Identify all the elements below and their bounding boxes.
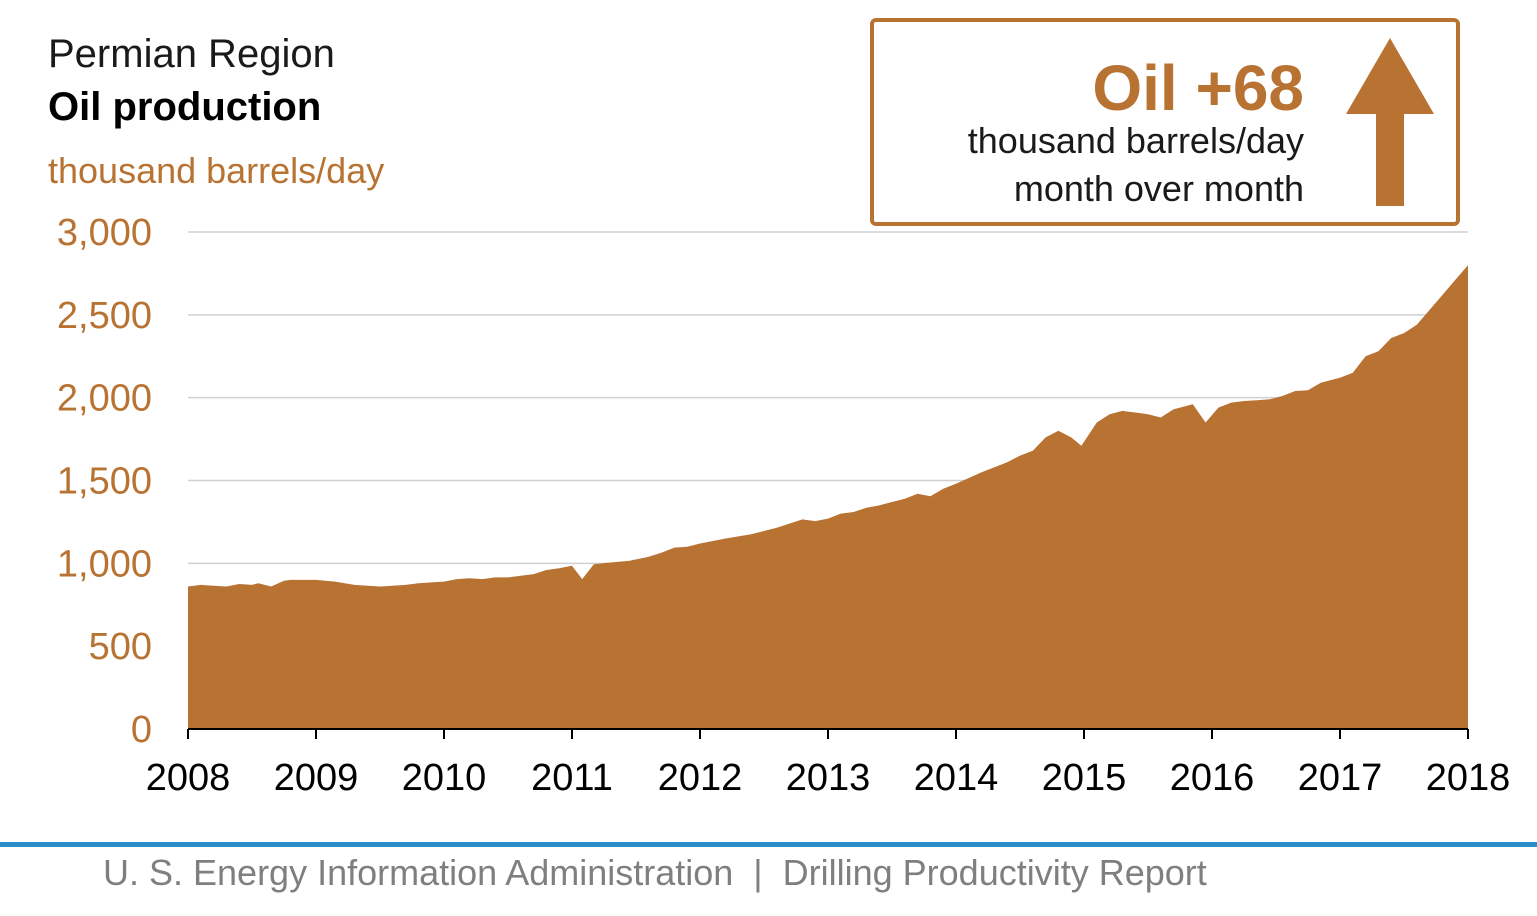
- metric-title: Oil production: [48, 85, 322, 129]
- x-tick-label: 2009: [274, 757, 359, 799]
- y-tick-label: 3,000: [57, 212, 152, 254]
- region-title: Permian Region: [48, 32, 335, 76]
- callout-unit: thousand barrels/day: [967, 120, 1304, 161]
- y-tick-label: 2,500: [57, 295, 152, 337]
- y-tick-label: 1,500: [57, 461, 152, 503]
- x-tick-label: 2014: [914, 757, 999, 799]
- y-tick-label: 500: [89, 626, 152, 668]
- x-tick-label: 2012: [658, 757, 743, 799]
- chart-title-block: Permian Region Oil production thousand b…: [48, 30, 384, 206]
- monthly-change-callout: Oil +68 thousand barrels/day month over …: [870, 18, 1460, 226]
- x-tick-label: 2008: [146, 757, 231, 799]
- x-tick-label: 2010: [402, 757, 487, 799]
- arrow-up-icon: [1346, 38, 1434, 206]
- x-tick-label: 2018: [1426, 757, 1511, 799]
- y-tick-label: 0: [131, 709, 152, 751]
- footer-source: U. S. Energy Information Administration …: [103, 852, 1207, 893]
- callout-period: month over month: [1013, 168, 1304, 209]
- y-tick-label: 1,000: [57, 543, 152, 585]
- x-tick-label: 2013: [786, 757, 871, 799]
- production-chart: 0 500 1,000 1,500 2,000 2,500 3,000 2008 2009 201…: [57, 212, 1511, 799]
- footer-rule: [0, 842, 1537, 847]
- series-area-oil-production: [188, 265, 1468, 729]
- x-tick-label: 2016: [1170, 757, 1255, 799]
- x-tick-label: 2015: [1042, 757, 1127, 799]
- y-tick-label: 2,000: [57, 378, 152, 420]
- unit-label: thousand barrels/day: [48, 150, 385, 191]
- x-tick-label: 2011: [531, 757, 613, 799]
- callout-headline: Oil +68: [1092, 52, 1304, 124]
- x-tick-label: 2017: [1298, 757, 1383, 799]
